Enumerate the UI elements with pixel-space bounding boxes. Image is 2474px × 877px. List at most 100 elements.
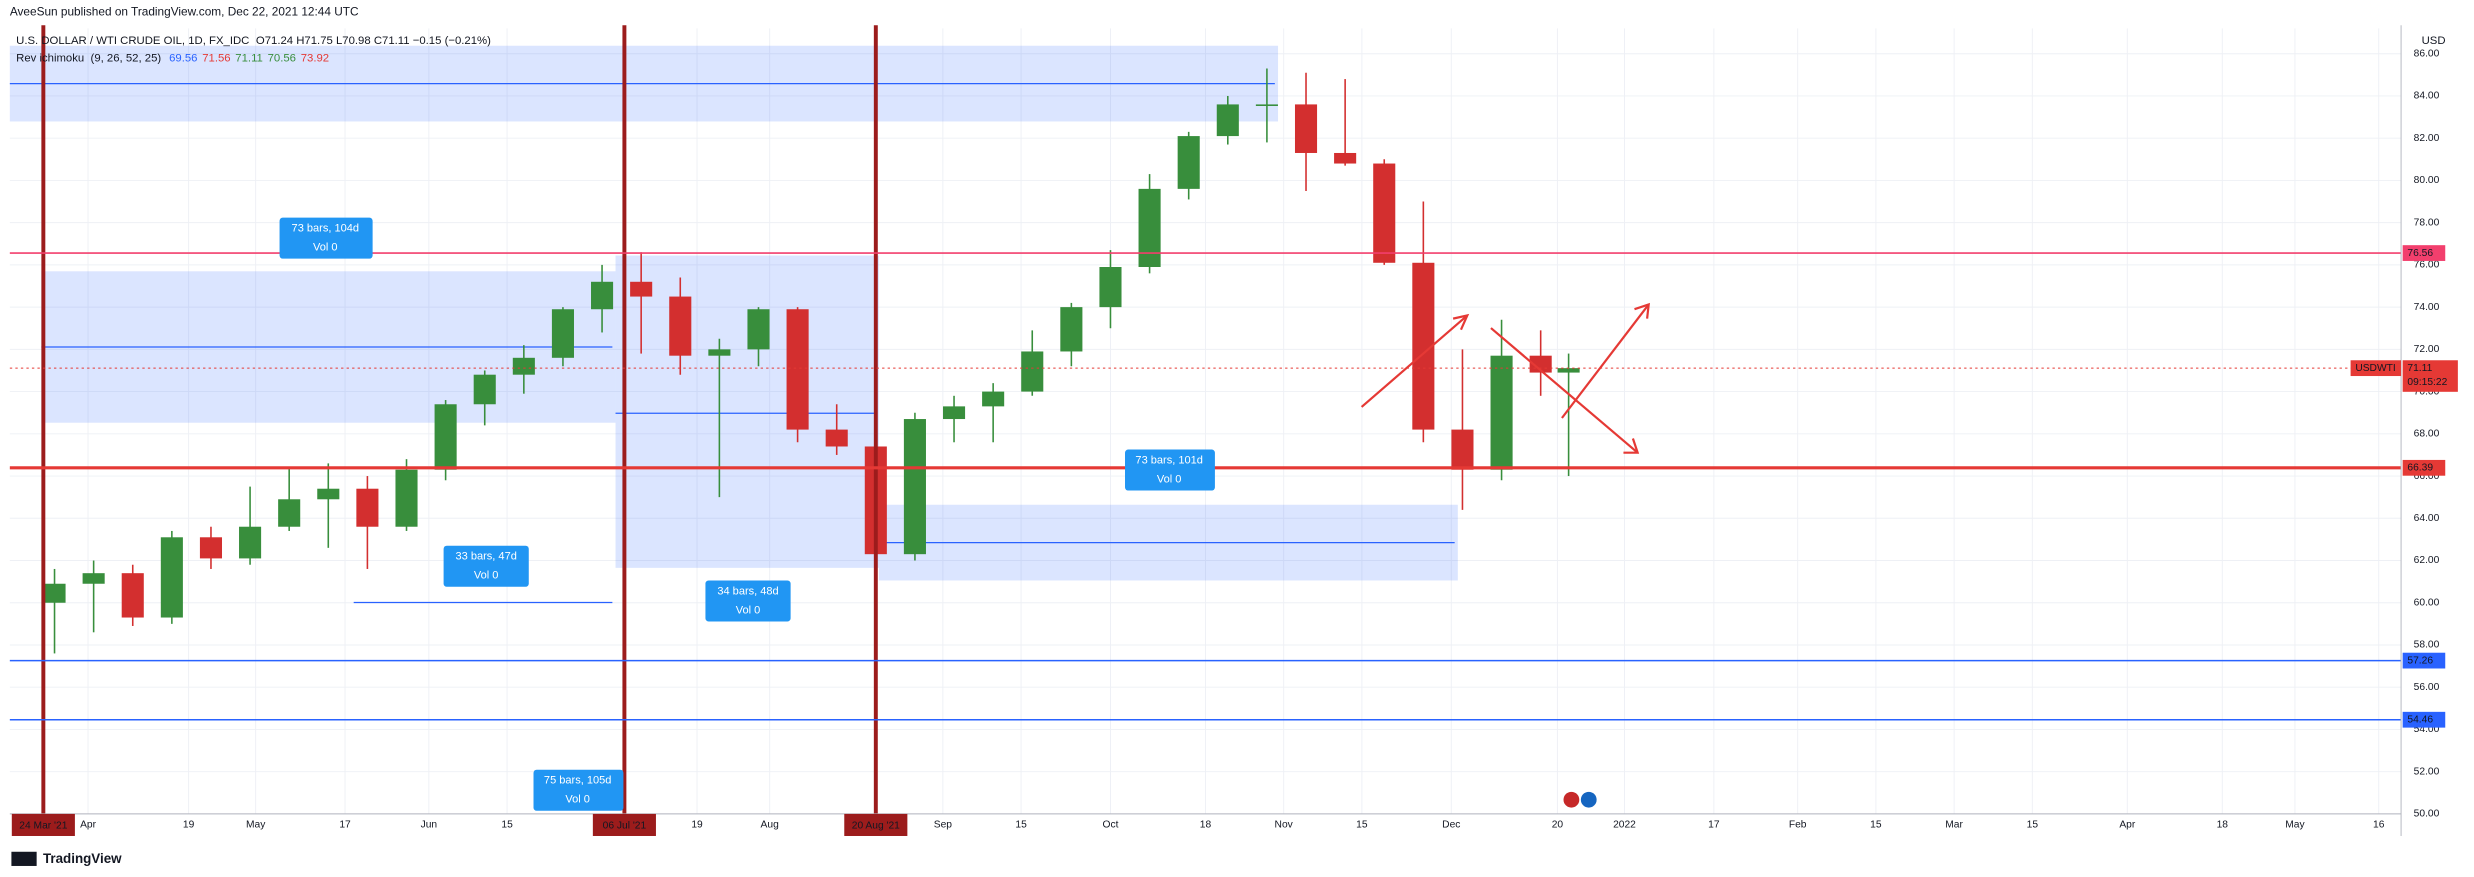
candle-body: [1255, 104, 1278, 106]
date-marker-label-bg: [592, 813, 656, 836]
measure-vol: Vol 0: [565, 794, 590, 806]
y-tick-label: 72.00: [2414, 344, 2440, 355]
x-tick-label: Feb: [1789, 820, 1807, 831]
candle-body: [1412, 262, 1435, 430]
date-marker-label-bg: [844, 813, 908, 836]
candle-body: [747, 309, 770, 350]
candle-body: [395, 469, 418, 527]
brand-logo: [11, 851, 37, 866]
range-box: [615, 255, 879, 568]
price-label: 76.56: [2407, 248, 2433, 259]
measure-label: [1125, 449, 1215, 491]
arrow: [1561, 303, 1650, 419]
y-tick-label: 60.00: [2414, 597, 2440, 608]
y-tick-label: 76.00: [2414, 260, 2440, 271]
candle-body: [239, 526, 262, 559]
measure-vol: Vol 0: [736, 604, 761, 616]
candle-body: [1021, 351, 1044, 392]
trend-arrows: [1360, 302, 1650, 454]
measure-bars: 73 bars, 101d: [1135, 455, 1202, 467]
measure-label: [533, 769, 624, 811]
x-tick-label: Apr: [2119, 820, 2136, 831]
x-tick-label: 15: [1870, 820, 1882, 831]
x-tick-label: 15: [501, 820, 513, 831]
y-tick-label: 68.00: [2414, 429, 2440, 440]
candle-body: [1177, 136, 1200, 189]
y-tick-label: 62.00: [2414, 555, 2440, 566]
y-tick-label: 74.00: [2414, 302, 2440, 313]
y-tick-label: 66.00: [2414, 471, 2440, 482]
candle-body: [982, 391, 1005, 407]
price-label: 57.26: [2407, 655, 2433, 666]
y-tick-label: 58.00: [2414, 640, 2440, 651]
indicator-value: 71.11: [235, 52, 263, 64]
candle-body: [825, 429, 848, 447]
y-tick-label: 82.00: [2414, 133, 2440, 144]
x-tick-label: Dec: [1442, 820, 1460, 831]
axes: 50.00 52.00 54.00 56.00 58.00 60.00 62.00 64.00…: [11, 48, 2458, 836]
x-tick-label: 19: [183, 820, 195, 831]
arrow: [1360, 314, 1469, 408]
date-marker-label: 06 Jul '21: [603, 820, 647, 831]
arrow-head: [1623, 438, 1640, 454]
x-tick-label: 16: [2373, 820, 2385, 831]
brand: TradingView: [43, 851, 122, 866]
candle-body: [43, 583, 66, 603]
candle-body: [1294, 104, 1318, 153]
measure-bars: 34 bars, 48d: [717, 585, 778, 597]
candle-body: [942, 406, 966, 420]
symbol-label: USDWTI: [2355, 363, 2395, 374]
x-tick-label: 18: [2217, 820, 2229, 831]
arrow: [1490, 327, 1639, 454]
measure-vol: Vol 0: [1157, 473, 1182, 485]
candle-body: [121, 573, 144, 618]
x-tick-label: 15: [1015, 820, 1027, 831]
symbol-label-bg: [2350, 360, 2402, 377]
date-marker-label-bg: [11, 813, 75, 836]
candle-body: [1451, 429, 1474, 470]
currency: USD: [2422, 35, 2446, 47]
candle-body: [1138, 188, 1161, 268]
candle-body: [199, 537, 223, 559]
candle-body: [551, 309, 574, 358]
candle-body: [630, 281, 653, 297]
x-tick-label: 18: [1200, 820, 1212, 831]
x-tick-label: 19: [691, 820, 703, 831]
last-price-label: 71.11: [2407, 363, 2432, 374]
x-tick-label: Nov: [1275, 820, 1294, 831]
y-tick-label: 64.00: [2414, 513, 2440, 524]
indicator-value: 73.92: [301, 52, 329, 64]
measure-labels: 73 bars, 104d Vol 0 33 bars, 47d Vol 0 3…: [279, 217, 1215, 811]
candle-body: [1373, 163, 1396, 263]
price-label: 66.39: [2407, 463, 2433, 474]
candle-body: [473, 374, 496, 405]
x-tick-label: Mar: [1945, 820, 1963, 831]
date-marker-label: 24 Mar '21: [19, 820, 67, 831]
measure-bars: 33 bars, 47d: [456, 551, 517, 563]
x-tick-label: Apr: [80, 820, 97, 831]
candle-body: [278, 499, 301, 527]
candle-body: [1099, 267, 1122, 308]
x-tick-label: Oct: [1102, 820, 1118, 831]
y-tick-label: 52.00: [2414, 766, 2440, 777]
indicator-legend: Rev ichimoku (9, 26, 52, 25) 69.56 71.56 7…: [16, 52, 329, 64]
candle-body: [82, 573, 105, 584]
measure-vol: Vol 0: [313, 242, 338, 254]
measure-vol: Vol 0: [474, 570, 499, 582]
event-icon: [1580, 791, 1597, 808]
indicator-value: 70.56: [268, 52, 296, 64]
x-tick-label: 17: [339, 820, 351, 831]
price-axis-panel: [2401, 0, 2474, 844]
x-tick-label: Sep: [934, 820, 953, 831]
arrow-head: [1634, 302, 1650, 319]
x-tick-label: 2022: [1613, 820, 1636, 831]
measure-boxes: [9, 45, 1458, 604]
measure-label: [443, 545, 529, 587]
last-price-bg: [2402, 360, 2458, 392]
candle-body: [903, 419, 926, 555]
x-tick-label: 15: [2027, 820, 2039, 831]
price-label-bg: [2402, 711, 2446, 728]
candle-body: [786, 309, 809, 430]
